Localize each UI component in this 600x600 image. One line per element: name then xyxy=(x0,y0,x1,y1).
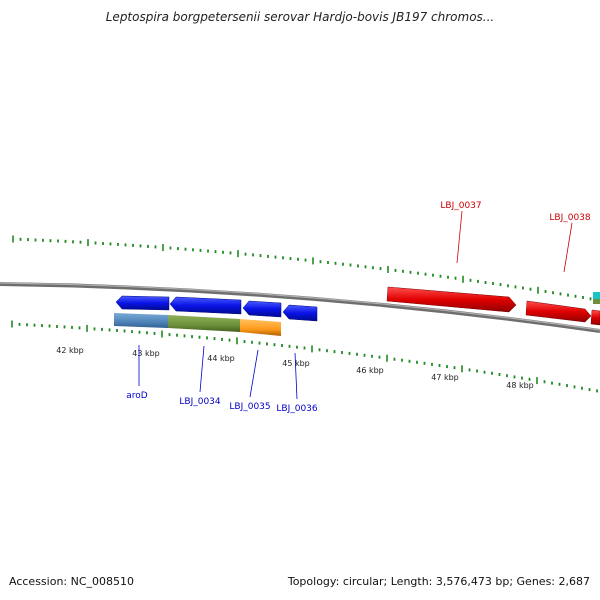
leader-lbj0037 xyxy=(456,210,463,264)
feature-lbj0035-arrow xyxy=(242,300,282,318)
feature-arod-arrow xyxy=(115,295,170,311)
scale-label-46kbp: 46 kbp xyxy=(356,366,384,375)
feature-lbj0034-bar xyxy=(168,315,240,332)
scale-label-42kbp: 42 kbp xyxy=(56,346,84,355)
gene-label-lbj0034: LBJ_0034 xyxy=(179,397,221,407)
gene-label-lbj0035: LBJ_0035 xyxy=(229,402,270,412)
feature-lbj0034-arrow xyxy=(169,296,242,315)
feature-lbj0036-arrow xyxy=(282,304,318,322)
leader-lbj0035 xyxy=(249,349,259,398)
feature-lbj0035-bar xyxy=(240,319,281,336)
genome-summary-text: Topology: circular; Length: 3,576,473 bp… xyxy=(287,575,590,588)
gene-label-arod: aroD xyxy=(126,391,148,401)
feature-edge-olive xyxy=(593,299,600,304)
leader-lbj0038 xyxy=(563,222,573,273)
gene-label-lbj0036: LBJ_0036 xyxy=(276,404,318,414)
gene-label-lbj0038: LBJ_0038 xyxy=(549,213,591,223)
feature-edge-red-arrow xyxy=(590,309,600,326)
leader-lbj0036 xyxy=(294,352,298,400)
chromosome-backbone xyxy=(0,282,600,333)
feature-edge-cyan xyxy=(593,292,600,299)
tick-row-lower xyxy=(11,320,598,393)
leader-lbj0034 xyxy=(199,345,205,393)
feature-lbj0038-arrow xyxy=(525,300,592,323)
chromosome-backbone-highlight xyxy=(0,282,600,331)
feature-arod-bar xyxy=(114,313,168,328)
scale-label-44kbp: 44 kbp xyxy=(207,354,235,363)
map-title: Leptospira borgpetersenii serovar Hardjo… xyxy=(105,10,495,24)
gene-label-lbj0037: LBJ_0037 xyxy=(440,201,481,211)
feature-lbj0037-arrow xyxy=(386,286,517,313)
scale-label-48kbp: 48 kbp xyxy=(506,381,534,390)
tick-row-upper xyxy=(12,235,599,302)
scale-label-47kbp: 47 kbp xyxy=(431,373,459,382)
scale-label-43kbp: 43 kbp xyxy=(132,349,160,358)
accession-text: Accession: NC_008510 xyxy=(9,575,135,588)
scale-label-45kbp: 45 kbp xyxy=(282,359,310,368)
